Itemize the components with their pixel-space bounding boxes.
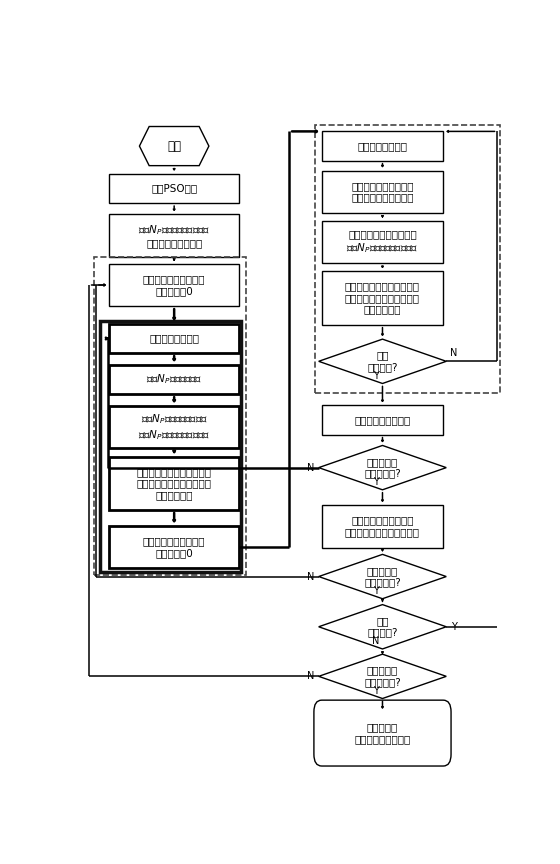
Text: 代入有效粒子及等式约束
计算$N_P$个相应的目标函数值: 代入有效粒子及等式约束 计算$N_P$个相应的目标函数值	[347, 229, 418, 255]
Polygon shape	[319, 446, 446, 490]
FancyBboxPatch shape	[321, 221, 444, 264]
Polygon shape	[319, 654, 446, 698]
Text: 满足
收敛条件?: 满足 收敛条件?	[367, 616, 398, 638]
FancyBboxPatch shape	[109, 264, 239, 306]
Text: Y: Y	[373, 477, 379, 487]
FancyBboxPatch shape	[321, 170, 444, 213]
FancyBboxPatch shape	[321, 505, 444, 548]
Text: 更新全部粒子的值: 更新全部粒子的值	[357, 141, 408, 151]
FancyBboxPatch shape	[314, 700, 451, 766]
Text: Y: Y	[373, 371, 379, 381]
Text: 记录当前的全局最优值
将最优解作为一个粒子的值: 记录当前的全局最优值 将最优解作为一个粒子的值	[345, 516, 420, 537]
FancyBboxPatch shape	[109, 526, 239, 569]
Text: N: N	[450, 348, 458, 359]
Text: 更新全部粒子的速度: 更新全部粒子的速度	[354, 415, 410, 425]
FancyBboxPatch shape	[109, 324, 239, 353]
Polygon shape	[139, 126, 209, 166]
FancyBboxPatch shape	[109, 406, 239, 448]
FancyBboxPatch shape	[109, 214, 239, 257]
Text: 设置PSO参数: 设置PSO参数	[151, 183, 197, 194]
Text: 定义$N_P$个粒子及其取值区间
并设置一个粒子的值: 定义$N_P$个粒子及其取值区间 并设置一个粒子的值	[138, 223, 210, 248]
Text: 设置$N_P$个粒子的速度: 设置$N_P$个粒子的速度	[146, 372, 202, 386]
Text: Y: Y	[451, 622, 457, 632]
Text: 设置其余粒子的值: 设置其余粒子的值	[149, 334, 199, 344]
FancyBboxPatch shape	[321, 405, 444, 435]
Text: 满足
收敛条件?: 满足 收敛条件?	[367, 351, 398, 372]
Text: N: N	[372, 636, 380, 646]
Text: 记录全局最优解、最优值和
每个粒子的局部最优解、对
应的局部最值: 记录全局最优解、最优值和 每个粒子的局部最优解、对 应的局部最值	[137, 467, 212, 500]
Text: N: N	[307, 671, 315, 682]
Polygon shape	[319, 605, 446, 649]
FancyBboxPatch shape	[109, 174, 239, 203]
Text: 将粒子代入不等式约束
判断各个粒子是否有效: 将粒子代入不等式约束 判断各个粒子是否有效	[351, 181, 414, 202]
Text: Y: Y	[373, 686, 379, 696]
Polygon shape	[319, 340, 446, 384]
Text: 设置内层粒子群算法的
迭代次数为0: 设置内层粒子群算法的 迭代次数为0	[143, 537, 206, 558]
Text: 开始: 开始	[167, 140, 181, 153]
Text: 达到外层最
小迭代次数?: 达到外层最 小迭代次数?	[364, 665, 401, 687]
Text: Y: Y	[373, 586, 379, 596]
Text: 设置外层粒子群算法的
迭代次数为0: 设置外层粒子群算法的 迭代次数为0	[143, 274, 206, 295]
FancyBboxPatch shape	[321, 131, 444, 161]
FancyBboxPatch shape	[321, 271, 444, 325]
Text: 达到内层最
大迭代次数?: 达到内层最 大迭代次数?	[364, 457, 401, 479]
Polygon shape	[319, 555, 446, 599]
Text: N: N	[307, 462, 315, 473]
FancyBboxPatch shape	[109, 456, 239, 510]
Text: 达到外层最
小迭代次数?: 达到外层最 小迭代次数?	[364, 566, 401, 588]
FancyBboxPatch shape	[109, 365, 239, 394]
Text: N: N	[307, 572, 315, 581]
Text: 更新全局最优解、最优值和
有效粒子的局部最优解、对
应的局部最值: 更新全局最优解、最优值和 有效粒子的局部最优解、对 应的局部最值	[345, 282, 420, 314]
Text: 输出最新的
全局最优值和最优解: 输出最新的 全局最优值和最优解	[354, 722, 410, 744]
Text: 代入$N_P$个粒子及等式约束
计算$N_P$个相应的目标函数值: 代入$N_P$个粒子及等式约束 计算$N_P$个相应的目标函数值	[138, 412, 210, 442]
